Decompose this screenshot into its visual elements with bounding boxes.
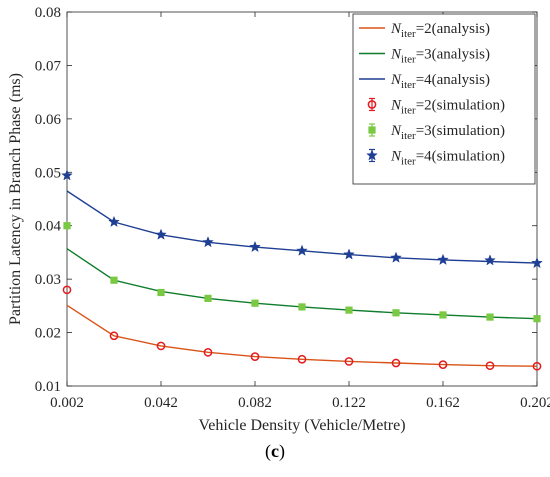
data-point [345, 306, 353, 314]
x-tick-label: 0.002 [50, 395, 84, 411]
figure-caption: (c) [0, 441, 550, 462]
data-point [251, 299, 259, 307]
y-tick-label: 0.02 [35, 326, 61, 342]
y-tick-label: 0.01 [35, 379, 61, 395]
data-point [439, 311, 447, 319]
data-point [532, 361, 542, 371]
y-tick-label: 0.03 [35, 272, 61, 288]
legend-entry: Niter=2(analysis) [359, 21, 490, 40]
data-point [109, 331, 119, 341]
y-tick-label: 0.04 [35, 219, 62, 235]
legend-label: Niter=4(simulation) [390, 149, 505, 168]
data-point [438, 360, 448, 369]
legend-marker [367, 100, 377, 109]
data-point [533, 315, 541, 323]
legend-entry: Niter=4(simulation) [366, 149, 505, 168]
data-point [63, 222, 71, 230]
series-6 [61, 169, 543, 269]
data-point [62, 285, 72, 295]
data-point [204, 294, 212, 302]
legend-label: Niter=3(simulation) [390, 123, 505, 142]
data-point [61, 169, 73, 181]
data-point [392, 309, 400, 317]
x-tick-label: 0.202 [520, 395, 550, 411]
legend-label: Niter=2(simulation) [390, 98, 505, 117]
data-point [484, 254, 496, 266]
caption-letter: c [271, 441, 279, 461]
series-1 [66, 304, 538, 367]
legend-label: Niter=2(analysis) [390, 21, 490, 40]
x-tick-label: 0.122 [332, 395, 366, 411]
chart-svg: 0.002 0.042 0.082 0.122 0.162 0.202 0.01 0.02 0.… [7, 5, 550, 434]
series-5 [63, 222, 541, 323]
data-point [110, 276, 118, 284]
data-point [250, 352, 260, 361]
data-point [249, 240, 261, 253]
data-point [391, 358, 401, 368]
legend-entry: Niter=4(analysis) [359, 72, 490, 91]
data-point [157, 288, 165, 297]
data-point [296, 244, 308, 256]
data-point [485, 361, 495, 371]
y-axis-label: Partition Latency in Branch Phase (ms) [7, 73, 24, 325]
legend-marker [368, 126, 376, 134]
caption-open: ( [265, 441, 271, 461]
data-point [437, 253, 449, 265]
data-point [202, 236, 214, 248]
y-tick-label: 0.08 [35, 5, 61, 21]
y-tick-label: 0.07 [35, 58, 62, 74]
data-point [531, 256, 543, 269]
x-axis-label: Vehicle Density (Vehicle/Metre) [198, 417, 405, 434]
legend-entry: Niter=3(analysis) [359, 47, 490, 66]
x-tick-label: 0.162 [426, 395, 460, 411]
y-tick-label: 0.06 [35, 112, 62, 128]
x-tick-label: 0.042 [144, 395, 178, 411]
data-point [343, 248, 355, 260]
series-4 [62, 285, 542, 371]
data-point [155, 228, 167, 240]
data-point [203, 347, 213, 357]
data-point [390, 251, 402, 263]
data-point [156, 341, 166, 351]
legend-marker [366, 149, 378, 161]
data-point [298, 303, 306, 311]
data-point [486, 313, 494, 321]
data-point [344, 357, 354, 366]
legend-box [352, 13, 536, 185]
legend: Niter=2(analysis) Niter=3(analysis) Niter=… [352, 13, 536, 185]
data-point [297, 354, 307, 364]
caption-close: ) [279, 441, 285, 461]
data-point [108, 215, 120, 227]
series-line [66, 304, 538, 367]
y-tick-label: 0.05 [35, 165, 61, 181]
legend-entry: Niter=2(simulation) [367, 98, 505, 117]
legend-label: Niter=4(analysis) [390, 72, 490, 91]
legend-entry: Niter=3(simulation) [368, 123, 505, 142]
legend-label: Niter=3(analysis) [390, 47, 490, 66]
x-tick-label: 0.082 [238, 395, 272, 411]
